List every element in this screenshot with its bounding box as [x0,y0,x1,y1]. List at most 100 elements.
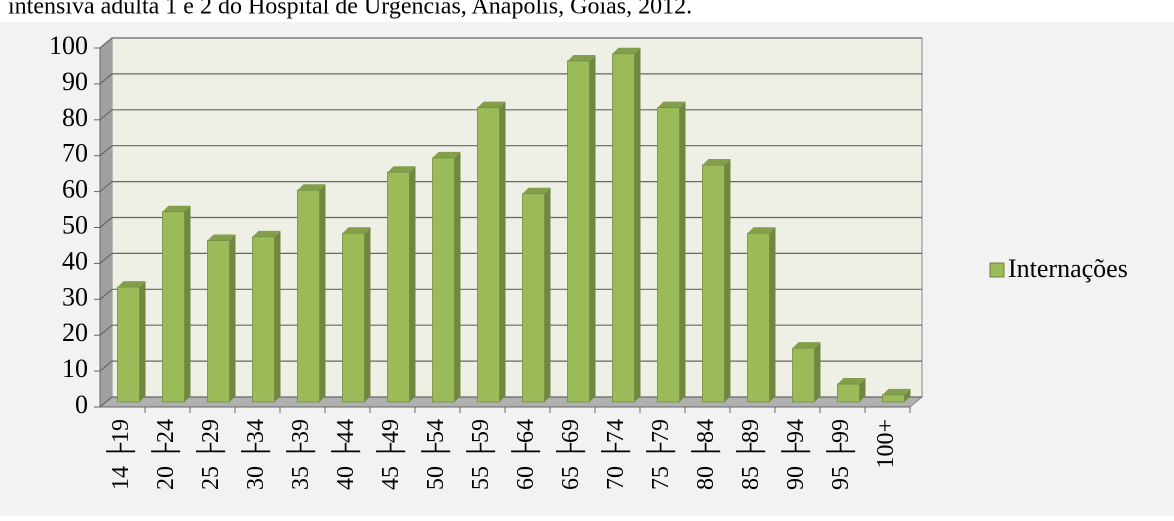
bar [297,184,326,403]
x-tick-label: 14 ├19 [106,419,136,490]
bar-front [702,164,725,403]
bar-front [567,60,590,403]
y-tick-label: 80 [62,103,88,132]
x-tick-label: 65 ├69 [556,419,586,490]
bar [702,159,731,403]
bar [387,166,416,403]
bar [162,205,191,403]
y-tick-label: 60 [62,175,88,204]
bar [432,151,461,403]
bar-side [454,151,461,402]
bar [657,101,686,403]
y-tick-label: 20 [62,318,88,347]
bar [747,227,776,403]
bar-front [477,107,500,403]
bar-top [342,227,371,234]
bar-side [769,227,776,402]
x-tick-label: 85 ├89 [736,419,766,490]
x-tick-label: 25 ├29 [196,419,226,490]
bar [477,101,506,403]
bar-side [859,378,866,402]
x-tick-label: 35 ├39 [286,419,316,490]
x-tick-label: 60 ├64 [511,419,541,490]
bar [882,388,911,403]
bar-top [207,234,236,241]
bar-front [252,236,275,403]
bar-front [387,171,410,403]
bar-top [792,342,821,349]
y-tick-label: 100 [49,31,88,60]
grid-line [99,216,922,228]
bar-side [364,227,371,402]
grid-line [99,73,922,85]
bar-top [747,227,776,234]
bar-top [162,205,191,212]
bar-top [432,151,461,158]
bar-side [139,281,146,402]
x-tick-label: 45 ├49 [376,419,406,490]
y-tick-label: 90 [62,67,88,96]
bar-side [904,388,911,402]
bar-side [499,101,506,403]
caption: intensiva adulta 1 e 2 do Hospital de Ur… [8,0,692,20]
bar-side [409,166,416,402]
bar-front [612,53,635,403]
x-tick-label: 50 ├54 [421,419,451,490]
x-tick-label: 95 ├99 [826,419,856,490]
legend-label: Internações [1008,254,1128,283]
bar-front [342,232,365,403]
bar-side [229,234,236,402]
bar-top [702,159,731,166]
bar [252,230,281,403]
bar-side [274,230,281,402]
y-tick-label: 50 [62,210,88,239]
grid-line [99,181,922,193]
x-tick-label: 20 ├24 [151,419,181,490]
bar-top [837,378,866,385]
bar-front [432,157,455,403]
bar-top [657,101,686,108]
bar-top [117,281,146,288]
bar-side [679,101,686,403]
y-tick-label: 70 [62,139,88,168]
bar [207,234,236,403]
bar-front [657,107,680,403]
bar-side [544,187,551,402]
bar [117,281,146,403]
grid-line [99,324,922,336]
grid-line [99,37,922,49]
grid-line [99,288,922,300]
bar-top [477,101,506,108]
bar-top [882,388,911,395]
grid-line [99,145,922,157]
bar-front [297,189,320,403]
x-tick-label: 55 ├59 [466,419,496,490]
bar-top [297,184,326,191]
bar [567,54,596,403]
legend-swatch [989,262,1005,278]
grid-line [99,252,922,264]
bar [522,187,551,403]
bar [612,47,641,403]
bar [342,227,371,403]
bar-front [117,286,140,403]
bar-top [252,230,281,237]
x-tick-label: 75 ├79 [646,419,676,490]
bar-top [387,166,416,173]
grid-line [99,360,922,372]
y-tick-label: 10 [62,354,88,383]
x-tick-label: 90 ├94 [781,419,811,490]
bar [837,378,866,403]
bar-side [814,342,821,402]
y-tick-label: 30 [62,282,88,311]
y-tick-label: 40 [62,246,88,275]
bar-top [522,187,551,194]
bar-front [207,240,230,403]
bar-front [882,394,905,403]
bar-side [319,184,326,402]
bar-side [184,205,191,402]
bar-front [792,347,815,403]
bar-side [724,159,731,402]
